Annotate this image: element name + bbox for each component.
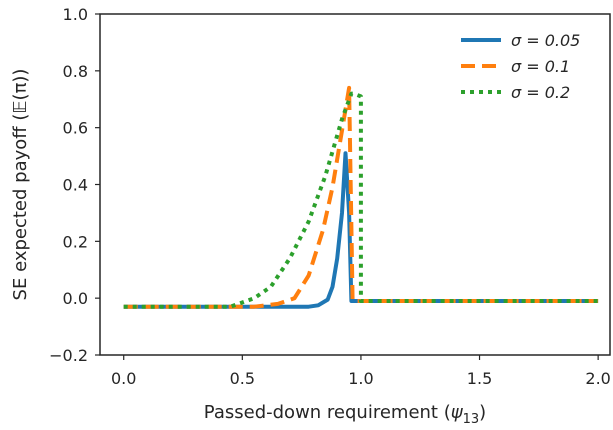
x-tick-label: 1.0 — [348, 369, 373, 388]
legend-label-2: σ = 0.1 — [511, 57, 570, 76]
y-tick-label: 0.6 — [63, 119, 88, 138]
x-axis-label-symbol: ψ — [451, 402, 464, 423]
series-line-1 — [123, 151, 599, 309]
y-tick-label: 1.0 — [63, 5, 88, 24]
x-axis-label-subscript: 13 — [463, 412, 480, 427]
y-tick-label: 0.2 — [63, 232, 88, 251]
x-tick-label: 2.0 — [585, 369, 610, 388]
y-tick-label: 0.8 — [63, 62, 88, 81]
x-tick-label: 0.5 — [230, 369, 255, 388]
legend: σ = 0.05 σ = 0.1 σ = 0.2 — [461, 31, 580, 102]
plot-area — [100, 14, 610, 355]
plot-background — [100, 14, 610, 355]
series-line-3 — [123, 91, 599, 309]
series-layer — [123, 85, 599, 309]
legend-label-1: σ = 0.05 — [511, 31, 580, 50]
y-tick-label: 0.4 — [63, 176, 88, 195]
legend-label-3: σ = 0.2 — [511, 83, 570, 102]
y-tick-label: −0.2 — [49, 346, 88, 365]
y-axis-label: SE expected payoff (𝔼(π)) — [10, 69, 31, 301]
x-axis-label-close: ) — [479, 402, 486, 423]
x-tick-label: 1.5 — [467, 369, 492, 388]
x-ticks: 0.0 0.5 1.0 1.5 2.0 — [111, 355, 611, 388]
y-tick-label: 0.0 — [63, 289, 88, 308]
x-tick-label: 0.0 — [111, 369, 136, 388]
x-axis-label-main: Passed-down requirement ( — [204, 402, 451, 423]
x-axis-label: Passed-down requirement (ψ13) — [204, 402, 486, 427]
y-ticks: −0.2 0.0 0.2 0.4 0.6 0.8 1.0 — [49, 5, 100, 365]
